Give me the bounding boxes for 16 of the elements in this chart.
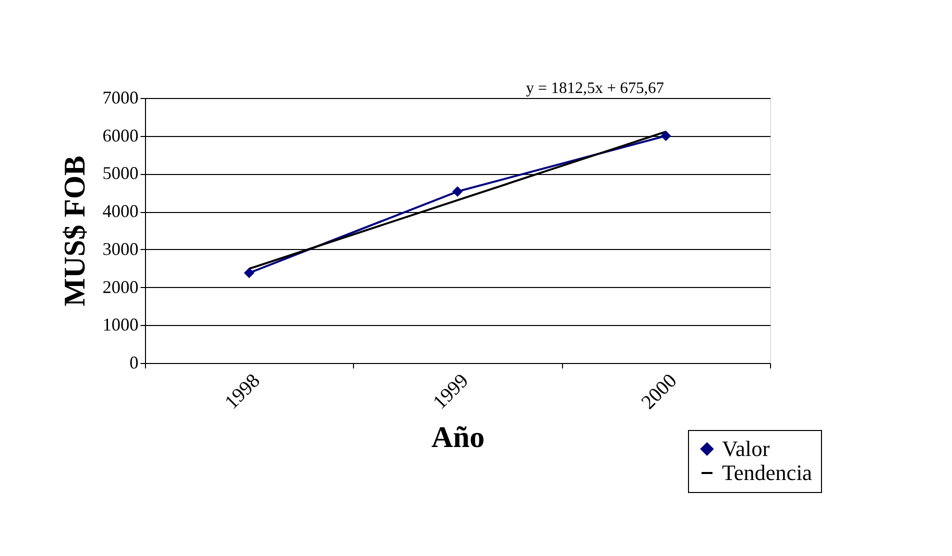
y-tick-label: 0 [130,352,138,372]
y-axis-title: MUS$ FOB [58,156,92,306]
y-tick-label: 6000 [102,125,138,146]
legend-label: Tendencia [722,460,812,485]
text: y = 1812,5x + 675,67 [526,80,664,97]
point [452,186,463,197]
y-tick-label: 3000 [102,238,138,259]
y-tick-label: 2000 [102,276,138,297]
x-axis-title: Año [431,420,485,454]
legend-label: Valor [722,436,770,461]
y-tick-label: 5000 [102,163,138,184]
point [244,268,254,278]
y-tick-label: 7000 [102,88,138,108]
point [660,130,672,142]
y-tick-label: 4000 [102,201,138,222]
y-tick-label: 1000 [102,314,138,335]
